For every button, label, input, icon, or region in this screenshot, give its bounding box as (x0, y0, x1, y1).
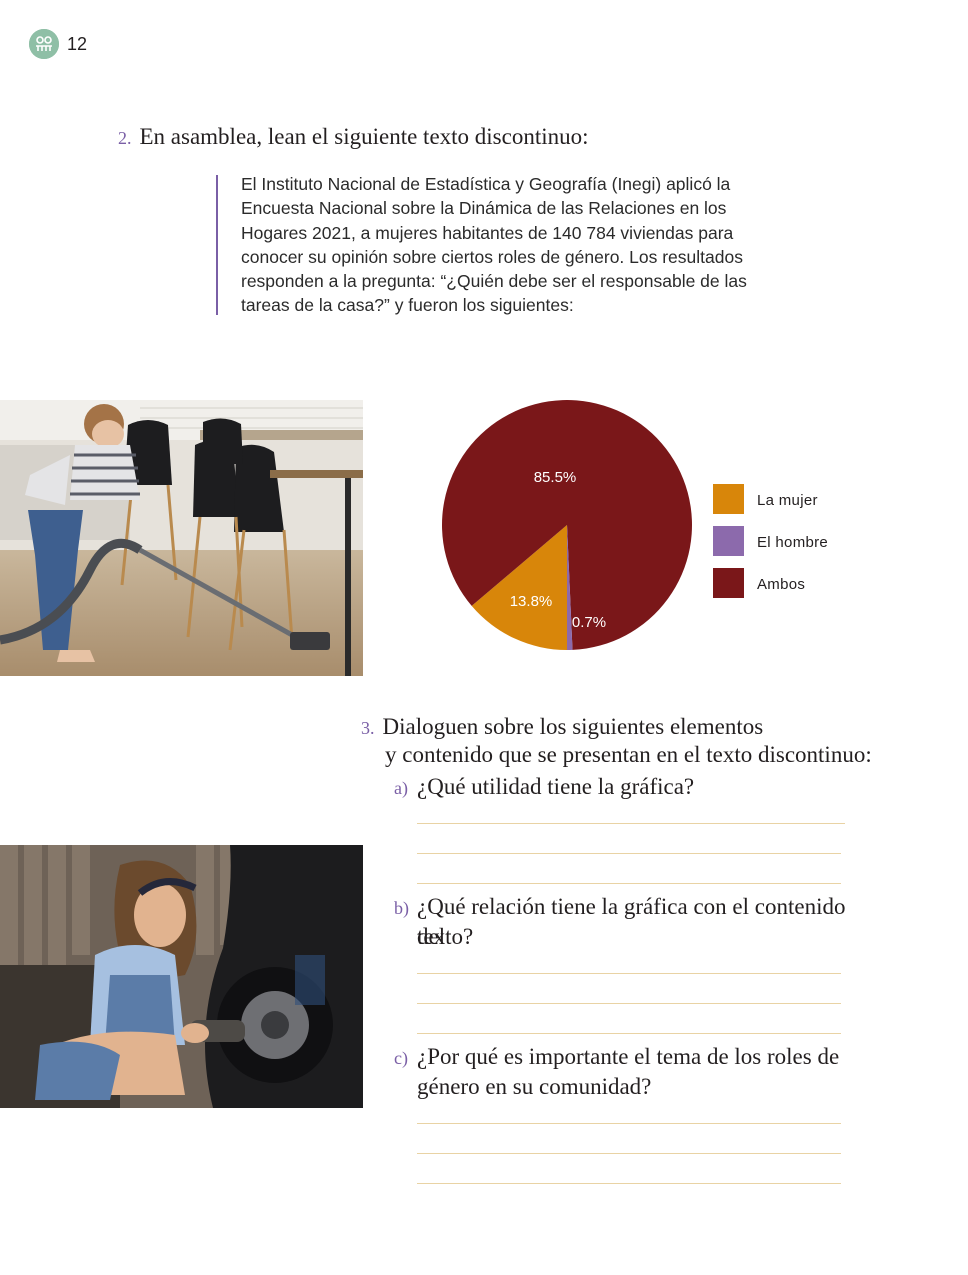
question-c-text-line1: ¿Por qué es importante el tema de los ro… (417, 1044, 840, 1069)
activity-text: En asamblea, lean el siguiente texto dis… (139, 124, 589, 149)
quote-bar (216, 175, 218, 315)
page-number: 12 (67, 34, 88, 54)
answer-line[interactable] (417, 1153, 841, 1154)
question-letter: a) (394, 778, 408, 798)
activity-text-line2: y contenido que se presentan en el texto… (385, 742, 872, 767)
question-letter: c) (394, 1048, 408, 1068)
pie-slice-ambos (442, 400, 692, 650)
answer-line[interactable] (417, 823, 845, 824)
legend-label-el-hombre: El hombre (757, 534, 829, 551)
data-label-la-mujer: 13.8% (510, 593, 553, 610)
activity-3-prompt: 3. Dialoguen sobre los siguientes element… (361, 712, 861, 743)
activity-text-line1: Dialoguen sobre los siguientes elementos (382, 714, 764, 739)
answer-line[interactable] (417, 1183, 841, 1184)
answer-line[interactable] (417, 973, 841, 974)
question-c: c) (394, 1042, 408, 1073)
question-b-text-line2: texto? (417, 924, 474, 949)
legend-label-ambos: Ambos (757, 576, 806, 593)
question-b-text-line1: ¿Qué relación tiene la gráfica con el co… (417, 894, 846, 949)
legend-label-la-mujer: La mujer (757, 492, 818, 509)
question-letter: b) (394, 898, 409, 918)
answer-line[interactable] (417, 1003, 841, 1004)
question-a-text: ¿Qué utilidad tiene la gráfica? (417, 774, 695, 799)
pie-chart: 85.5% 13.8% 0.7% (436, 392, 696, 657)
answer-line[interactable] (417, 883, 841, 884)
activity-number: 2. (118, 128, 132, 148)
data-label-ambos: 85.5% (534, 469, 577, 486)
discontinuous-text: El Instituto Nacional de Estadística y G… (241, 174, 747, 316)
photo-girl-changing-tire (0, 845, 363, 1108)
question-a: a) (394, 772, 408, 803)
legend-swatch-el-hombre (713, 526, 744, 556)
activity-number: 3. (361, 718, 375, 738)
photo-boy-vacuuming (0, 400, 363, 676)
pie-slice-el-hombre (567, 525, 573, 650)
legend-swatch-ambos (713, 568, 744, 598)
question-c-text-line2: género en su comunidad? (417, 1074, 652, 1099)
answer-line[interactable] (417, 1123, 841, 1124)
pie-slice-la-mujer (471, 525, 567, 650)
question-b: b) (394, 892, 409, 923)
legend-swatch-la-mujer (713, 484, 744, 514)
answer-line[interactable] (417, 853, 841, 854)
answer-line[interactable] (417, 1033, 841, 1034)
activity-2-prompt: 2. En asamblea, lean el siguiente texto d… (118, 124, 589, 150)
data-label-el-hombre: 0.7% (572, 614, 606, 631)
codex-glyph-icon (29, 29, 59, 59)
